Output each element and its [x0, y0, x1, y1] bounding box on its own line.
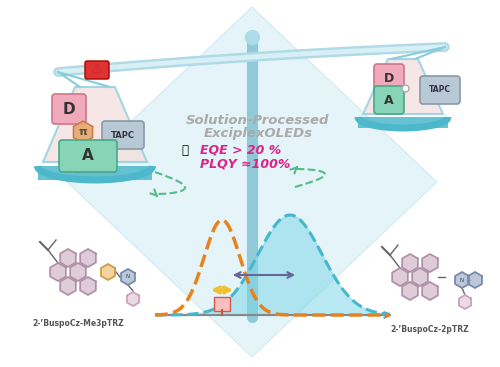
Polygon shape [74, 121, 92, 143]
Text: ExciplexOLEDs: ExciplexOLEDs [204, 127, 312, 141]
FancyBboxPatch shape [214, 297, 230, 311]
Polygon shape [38, 166, 152, 180]
Text: 🚨: 🚨 [182, 143, 188, 156]
Text: EQE > 20 %: EQE > 20 % [200, 143, 281, 156]
FancyBboxPatch shape [374, 64, 404, 92]
Polygon shape [422, 282, 438, 300]
Polygon shape [363, 59, 443, 114]
Polygon shape [402, 254, 418, 272]
Polygon shape [392, 268, 408, 286]
Polygon shape [459, 295, 471, 309]
Polygon shape [80, 277, 96, 295]
Polygon shape [60, 277, 76, 295]
Text: ⚠: ⚠ [91, 62, 104, 76]
Text: Solution-Processed: Solution-Processed [186, 113, 330, 127]
Polygon shape [43, 87, 147, 162]
Polygon shape [422, 254, 438, 272]
Polygon shape [101, 264, 115, 280]
Text: D: D [384, 72, 394, 84]
Text: PLQY ≈100%: PLQY ≈100% [200, 157, 290, 171]
Polygon shape [468, 272, 482, 288]
FancyBboxPatch shape [85, 61, 109, 79]
Polygon shape [402, 282, 418, 300]
Polygon shape [50, 263, 66, 281]
Polygon shape [455, 272, 469, 288]
Polygon shape [121, 269, 135, 285]
Polygon shape [70, 263, 86, 281]
Polygon shape [60, 249, 76, 267]
FancyBboxPatch shape [420, 76, 460, 104]
Polygon shape [127, 292, 139, 306]
Text: N: N [460, 277, 464, 283]
Text: A: A [82, 149, 94, 164]
Text: A: A [384, 94, 394, 106]
Text: 2-’BuspoCz-Me3pTRZ: 2-’BuspoCz-Me3pTRZ [32, 320, 124, 328]
Polygon shape [67, 7, 437, 357]
Polygon shape [412, 268, 428, 286]
FancyBboxPatch shape [374, 86, 404, 114]
Polygon shape [80, 249, 96, 267]
FancyBboxPatch shape [52, 94, 86, 124]
Text: TAPC: TAPC [429, 86, 451, 94]
Text: 2-’BuspoCz-2pTRZ: 2-’BuspoCz-2pTRZ [390, 324, 469, 334]
Text: π: π [78, 127, 88, 137]
Text: N: N [126, 275, 130, 280]
FancyBboxPatch shape [102, 121, 144, 149]
FancyBboxPatch shape [59, 140, 117, 172]
Polygon shape [358, 117, 448, 128]
Text: TAPC: TAPC [111, 131, 135, 139]
Text: D: D [62, 102, 76, 116]
